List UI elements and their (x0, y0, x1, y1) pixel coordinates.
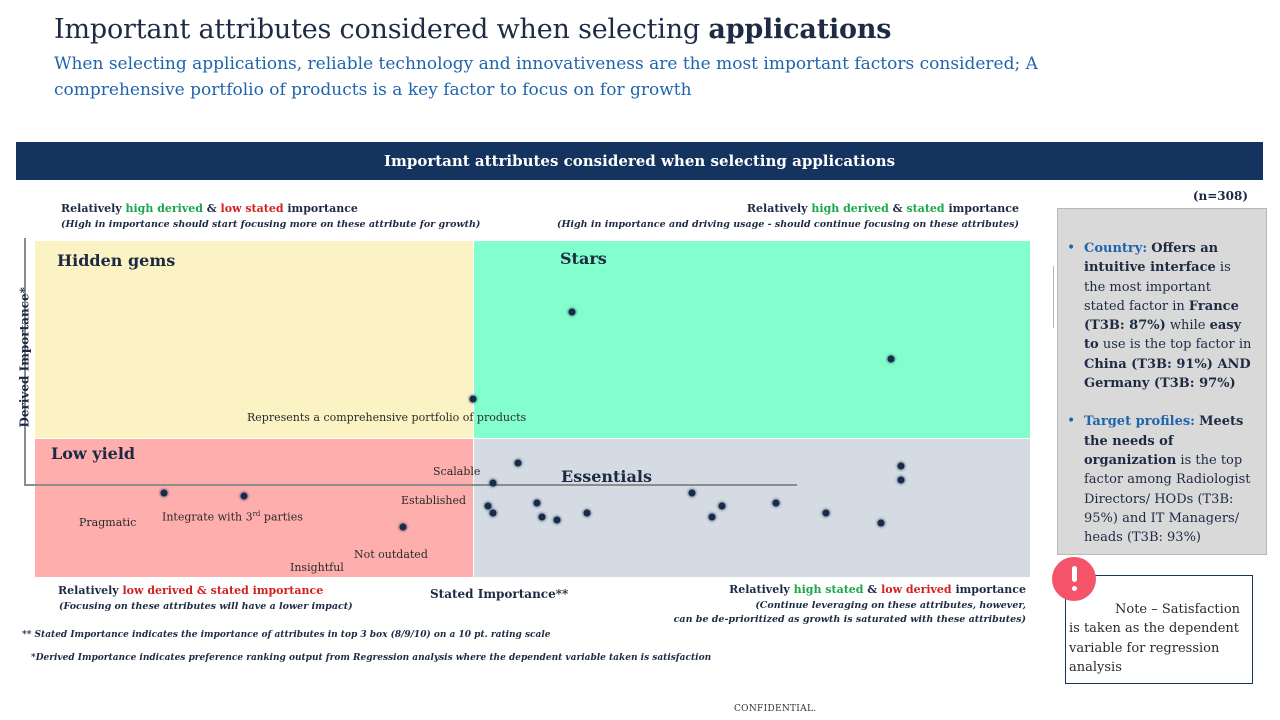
scatter-point (489, 479, 497, 487)
scatter-point (688, 489, 696, 497)
scatter-point (399, 523, 407, 531)
y-axis-label: Derived Importance* (17, 287, 32, 428)
insight-country: Country: Offers an intuitive interface i… (1067, 239, 1256, 393)
scatter-point (718, 502, 726, 510)
scatter-point (822, 509, 830, 517)
top-right-subheading: (High in importance and driving usage - … (556, 219, 1019, 230)
bottom-right-subheading-1: (Continue leveraging on these attributes… (755, 600, 1026, 611)
quadrant-label-hidden-gems: Hidden gems (57, 251, 176, 270)
quadrant-stars (474, 241, 1030, 438)
page-subtitle: When selecting applications, reliable te… (54, 54, 1038, 100)
y-axis (24, 238, 26, 486)
alert-icon (1052, 557, 1096, 601)
footnote-stated: ** Stated Importance indicates the impor… (22, 630, 551, 640)
chart-banner: Important attributes considered when sel… (16, 142, 1263, 180)
scatter-point (568, 308, 576, 316)
top-right-heading: Relatively high derived & stated importa… (746, 202, 1019, 215)
quadrant-label-stars: Stars (560, 249, 607, 268)
page-title: Important attributes considered when sel… (54, 14, 892, 45)
quadrant-hidden-gems (35, 241, 473, 438)
scatter-point (897, 462, 905, 470)
scatter-point (533, 499, 541, 507)
scatter-point (772, 499, 780, 507)
scatter-point (240, 492, 248, 500)
quadrant-low-yield (35, 439, 473, 577)
x-axis (24, 484, 797, 486)
sample-size: (n=308) (1192, 189, 1248, 203)
point-label-integrate: Integrate with 3rd parties (162, 510, 303, 524)
bottom-right-subheading-2: can be de-prioritized as growth is satur… (673, 614, 1026, 625)
scatter-point (897, 476, 905, 484)
scatter-point (877, 519, 885, 527)
top-left-subheading: (High in importance should start focusin… (61, 219, 481, 230)
footnote-derived: *Derived Importance indicates preference… (31, 653, 712, 663)
bottom-left-heading: Relatively low derived & stated importan… (58, 584, 324, 597)
scatter-point (489, 509, 497, 517)
insights-panel: Country: Offers an intuitive interface i… (1057, 208, 1267, 555)
bottom-left-subheading: (Focusing on these attributes will have … (59, 601, 353, 612)
point-label-portfolio: Represents a comprehensive portfolio of … (247, 411, 527, 424)
point-label-scalable: Scalable (433, 465, 481, 478)
quadrant-essentials (474, 439, 1030, 577)
scatter-point (469, 395, 477, 403)
scatter-point (538, 513, 546, 521)
scatter-point (484, 502, 492, 510)
point-label-pragmatic: Pragmatic (79, 516, 137, 529)
scatter-point (553, 516, 561, 524)
scatter-point (514, 459, 522, 467)
top-left-heading: Relatively high derived & low stated imp… (61, 202, 358, 215)
point-label-not-outdated: Not outdated (354, 548, 428, 561)
scatter-point (708, 513, 716, 521)
bottom-right-heading: Relatively high stated & low derived imp… (729, 583, 1026, 596)
insight-target-profiles: Target profiles: Meets the needs of orga… (1067, 412, 1256, 547)
quadrant-label-low-yield: Low yield (51, 444, 136, 463)
confidential-label: CONFIDENTIAL. (734, 704, 817, 714)
scatter-point (160, 489, 168, 497)
scatter-point (887, 355, 895, 363)
scatter-point (583, 509, 591, 517)
quadrant-label-essentials: Essentials (561, 467, 652, 486)
x-axis-label: Stated Importance** (430, 587, 569, 601)
note-box: Note – Satisfaction is taken as the depe… (1065, 575, 1253, 684)
point-label-established: Established (401, 494, 467, 507)
point-label-insightful: Insightful (290, 561, 344, 574)
side-panel-bracket (1053, 266, 1057, 328)
